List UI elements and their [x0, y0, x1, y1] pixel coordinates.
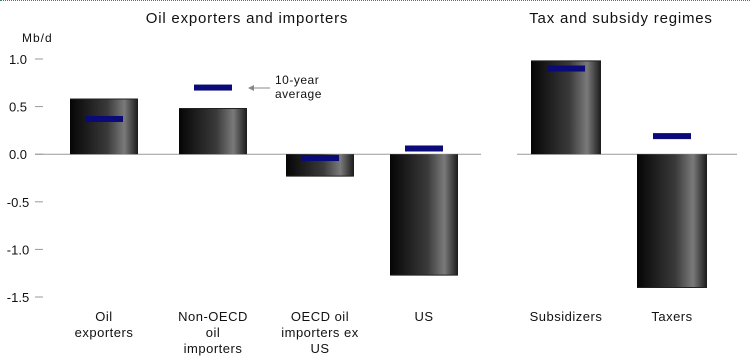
average-dash-2: [301, 155, 339, 162]
chart-title: Oil exporters and importers: [146, 10, 349, 27]
y-axis-unit-label: Mb/d: [22, 31, 53, 45]
average-dash-1: [194, 84, 232, 91]
average-dash-0: [85, 115, 123, 122]
y-tick-label: -1.0: [7, 242, 29, 257]
average-dash-3: [405, 145, 443, 152]
bar-3: [390, 154, 458, 276]
chart-title: Tax and subsidy regimes: [529, 10, 712, 27]
y-tick-label: -1.5: [7, 290, 29, 305]
annotation-text: 10-year: [275, 73, 319, 87]
category-label: importers: [184, 341, 243, 356]
category-label: US: [414, 309, 433, 324]
bar-0: [531, 60, 601, 155]
category-label: Oil: [95, 309, 112, 324]
category-label: Taxers: [651, 309, 692, 324]
average-dash-0: [547, 65, 585, 72]
average-dash-1: [653, 133, 691, 140]
y-tick-label: 0.0: [9, 147, 27, 162]
category-label: importers ex: [281, 325, 359, 340]
category-label: exporters: [75, 325, 134, 340]
category-label: oil: [206, 325, 221, 340]
y-tick-label: 0.5: [9, 100, 27, 115]
annotation-arrowhead: [248, 85, 254, 91]
top-rule: [0, 0, 750, 1]
y-tick-label: -0.5: [7, 195, 29, 210]
bar-1: [637, 154, 707, 288]
bar-1: [179, 108, 247, 155]
bar-0: [70, 98, 138, 155]
category-label: Subsidizers: [530, 309, 603, 324]
annotation-text: average: [275, 87, 322, 101]
category-label: US: [310, 341, 329, 356]
category-label: Non-OECD: [178, 309, 248, 324]
category-label: OECD oil: [291, 309, 349, 324]
y-tick-label: 1.0: [9, 52, 27, 67]
